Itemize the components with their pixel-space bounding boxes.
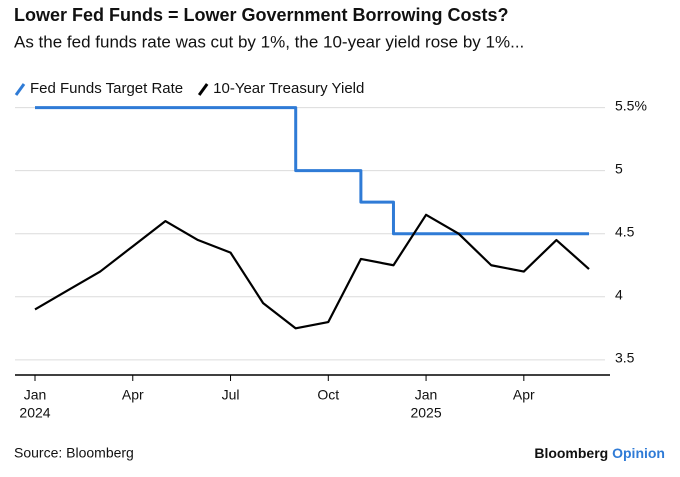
chart-title: Lower Fed Funds = Lower Government Borro… xyxy=(14,5,509,25)
x-year-label: 2025 xyxy=(410,405,441,421)
legend-label: Fed Funds Target Rate xyxy=(30,80,183,97)
y-tick-label: 4 xyxy=(615,286,623,302)
x-tick-label: Jan xyxy=(24,387,47,403)
y-tick-label: 4.5 xyxy=(615,223,635,239)
series-line xyxy=(34,213,590,330)
brand-suffix: Opinion xyxy=(612,445,665,461)
legend-swatch xyxy=(14,83,26,96)
x-year-label: 2024 xyxy=(19,405,50,421)
series-line xyxy=(35,106,589,236)
x-tick-label: Apr xyxy=(513,387,535,403)
y-tick-label: 3.5 xyxy=(615,350,635,366)
x-tick-label: Jul xyxy=(222,387,240,403)
legend-label: 10-Year Treasury Yield xyxy=(213,80,364,97)
brand-name: Bloomberg xyxy=(534,445,608,461)
y-tick-label: 5.5% xyxy=(615,97,647,113)
y-tick-label: 5 xyxy=(615,160,623,176)
legend-swatch xyxy=(197,83,209,96)
source: Source: Bloomberg xyxy=(14,445,134,461)
chart-subtitle: As the fed funds rate was cut by 1%, the… xyxy=(14,32,524,51)
x-tick-label: Jan xyxy=(415,387,438,403)
x-tick-label: Oct xyxy=(317,387,339,403)
x-tick-label: Apr xyxy=(122,387,144,403)
brand: Bloomberg Opinion xyxy=(534,445,665,461)
